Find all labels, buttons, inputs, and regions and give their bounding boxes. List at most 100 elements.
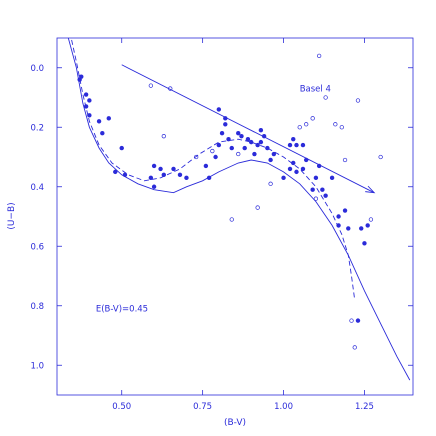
star-point-filled [229,145,234,151]
star-point-filled [281,175,286,181]
star-point-filled [216,142,222,148]
star-point-open [168,86,173,91]
star-point-filled [87,98,92,103]
plot-frame [56,37,414,396]
reddening-vector [121,64,376,194]
star-point-filled [336,223,341,228]
star-point-open [310,116,315,121]
star-point-filled [329,175,335,181]
star-point-filled [346,226,351,231]
star-point-filled [258,128,264,133]
y-tick-label: 0.2 [30,123,44,133]
star-point-filled [148,175,154,181]
star-point-open [378,154,383,160]
star-point-filled [261,133,267,139]
reddening-vector-line [121,64,375,194]
star-point-open [316,53,322,58]
star-point-filled [291,136,296,142]
star-point-filled [258,139,264,145]
star-point-filled [158,166,163,172]
star-point-open [368,217,374,222]
star-point-filled [304,157,309,163]
star-point-filled [252,151,257,157]
star-point-filled [287,166,293,172]
solid-curve [67,38,411,381]
model-curves [67,38,411,381]
star-point-open [297,125,302,130]
y-tick-label: 1.0 [30,361,44,371]
star-point-filled [294,169,299,175]
star-point-filled [300,166,306,172]
star-point-filled [294,142,299,148]
star-point-filled [219,131,225,136]
star-point-filled [87,113,92,118]
star-point-filled [342,208,348,213]
y-tick-label: 0.8 [30,302,44,312]
star-point-filled [223,116,228,121]
annotations: Basel 4 E(B-V)=0.45 [96,85,331,315]
star-point-filled [83,92,89,97]
star-point-open [355,98,361,103]
star-point-filled [151,163,157,169]
star-point-open [268,181,273,186]
star-point-filled [226,136,231,142]
star-point-filled [184,175,189,181]
star-point-filled [100,131,105,136]
star-point-filled [362,241,367,246]
star-point-open [333,122,338,127]
axis-ticks: 0.50 0.75 1.00 1.25 0.0 0.2 0.4 0.6 0.8 1.0 [30,38,413,412]
star-point-filled [122,172,128,178]
star-point-filled [177,172,183,178]
star-point-open [210,148,215,154]
star-point-filled [248,139,254,145]
star-point-filled [323,193,328,198]
star-point-filled [119,145,124,151]
star-point-open [313,196,319,201]
star-point-filled [365,223,370,228]
star-point-open [342,157,348,163]
star-point-filled [313,175,319,181]
star-point-open [255,205,260,210]
data-points [77,53,383,350]
star-point-filled [359,226,364,231]
star-point-filled [213,154,218,160]
star-point-filled [83,104,89,109]
star-point-open [148,83,154,88]
star-point-filled [268,157,273,163]
y-tick-label: 0.6 [30,242,44,252]
star-point-filled [113,169,118,175]
star-point-open [304,122,309,127]
star-point-filled [271,151,277,157]
x-tick-label: 0.75 [193,402,212,412]
star-point-open [349,318,354,323]
star-point-filled [171,166,176,172]
star-point-filled [355,318,361,323]
annotation-text: Basel 4 [300,85,331,95]
star-point-filled [223,122,228,127]
star-point-filled [287,142,293,148]
y-tick-label: 0.4 [30,183,44,193]
star-point-filled [310,187,315,192]
star-point-open [323,95,328,100]
star-point-filled [242,145,247,151]
star-point-filled [291,160,296,166]
y-axis-label: (U−B) [7,202,17,229]
x-tick-label: 0.50 [112,402,131,412]
star-point-open [229,217,234,222]
star-point-open [352,345,357,350]
star-point-filled [320,187,325,192]
star-point-filled [206,175,212,181]
star-point-filled [79,74,84,79]
x-axis-label: (B-V) [224,418,246,428]
star-point-filled [151,184,157,189]
axis-labels: (B-V) (U−B) [7,202,246,428]
annotation-text: E(B-V)=0.45 [96,305,148,315]
star-point-filled [300,142,306,148]
star-point-filled [255,142,260,148]
star-point-open [161,134,166,139]
x-tick-label: 1.25 [355,402,374,412]
x-tick-label: 1.00 [274,402,293,412]
star-point-filled [106,116,111,121]
star-point-open [194,154,199,160]
